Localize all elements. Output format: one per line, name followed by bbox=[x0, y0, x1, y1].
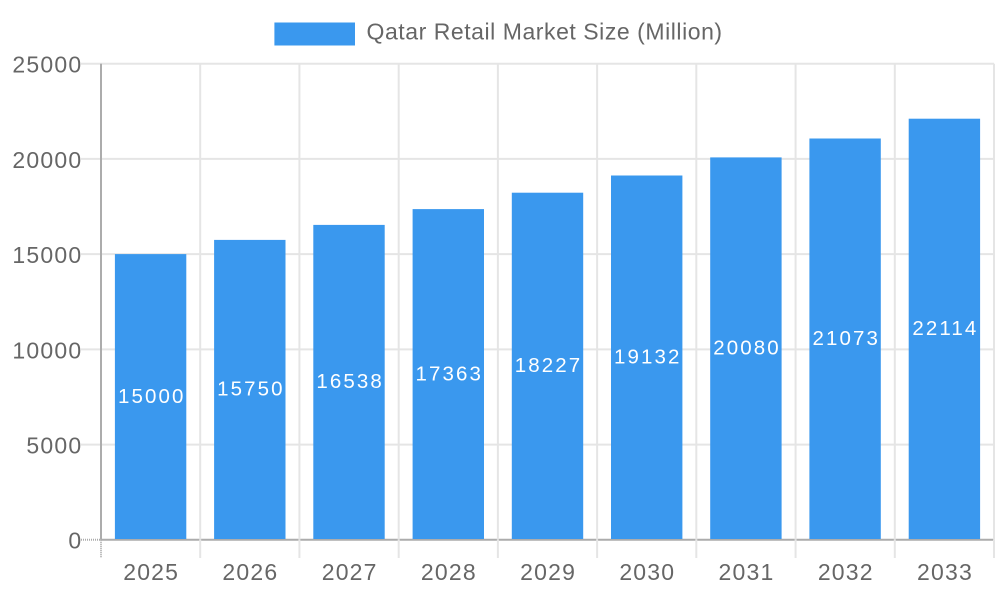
svg-text:20080: 20080 bbox=[713, 336, 781, 359]
svg-text:2031: 2031 bbox=[719, 559, 775, 585]
svg-text:2033: 2033 bbox=[917, 559, 973, 585]
svg-text:2025: 2025 bbox=[123, 559, 179, 585]
svg-text:17363: 17363 bbox=[416, 362, 484, 385]
svg-text:20000: 20000 bbox=[12, 147, 82, 173]
svg-text:15000: 15000 bbox=[118, 385, 186, 408]
svg-text:2032: 2032 bbox=[818, 559, 874, 585]
svg-text:2026: 2026 bbox=[222, 559, 278, 585]
svg-text:21073: 21073 bbox=[812, 327, 880, 350]
svg-text:2029: 2029 bbox=[520, 559, 576, 585]
svg-text:22114: 22114 bbox=[912, 317, 978, 340]
svg-text:0: 0 bbox=[68, 528, 82, 554]
svg-text:2027: 2027 bbox=[322, 559, 378, 585]
svg-text:16538: 16538 bbox=[316, 370, 384, 393]
svg-text:25000: 25000 bbox=[12, 52, 82, 78]
svg-text:2030: 2030 bbox=[619, 559, 675, 585]
svg-text:18227: 18227 bbox=[515, 354, 583, 377]
svg-text:Qatar Retail Market Size (Mill: Qatar Retail Market Size (Million) bbox=[367, 19, 723, 45]
svg-text:15000: 15000 bbox=[12, 242, 82, 268]
svg-text:10000: 10000 bbox=[12, 337, 82, 363]
svg-text:2028: 2028 bbox=[421, 559, 477, 585]
svg-text:15750: 15750 bbox=[217, 378, 285, 401]
svg-text:19132: 19132 bbox=[614, 345, 682, 368]
svg-text:5000: 5000 bbox=[26, 433, 82, 459]
